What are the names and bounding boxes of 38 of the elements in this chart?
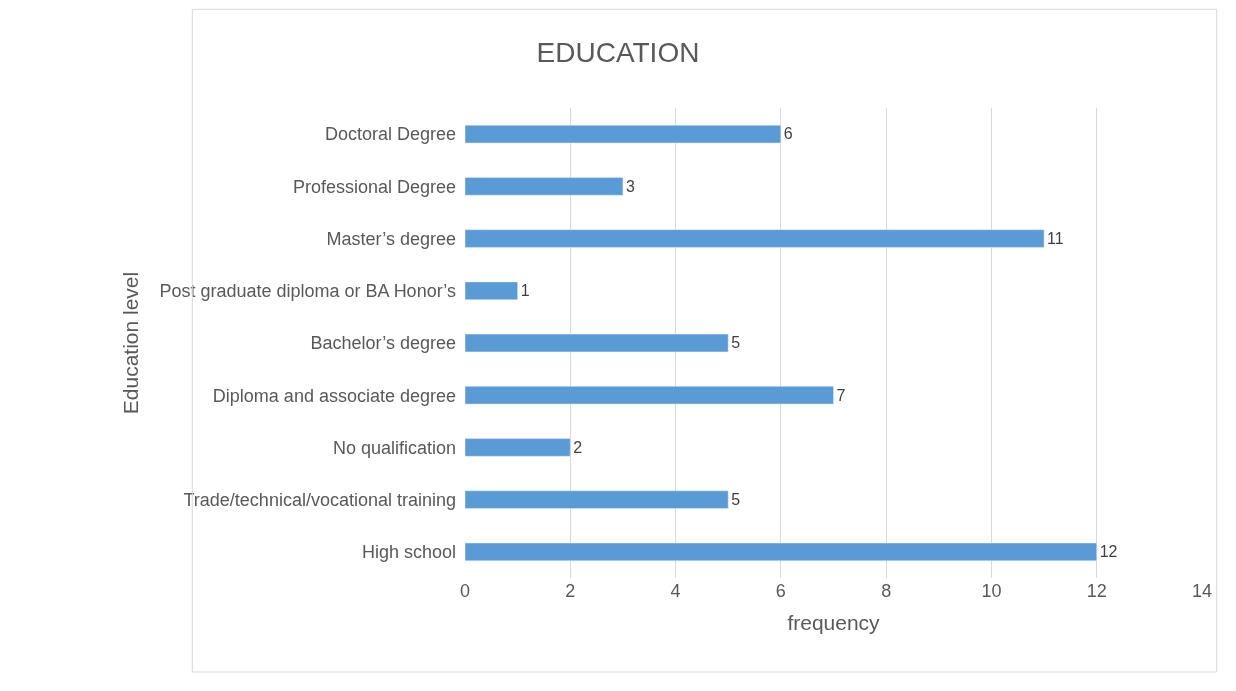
x-tick-label: 0 bbox=[459, 581, 471, 601]
data-label: 5 bbox=[731, 490, 741, 508]
y-tick-label: Master’s degree bbox=[326, 228, 456, 249]
bar bbox=[465, 490, 729, 509]
y-tick-label: No qualification bbox=[332, 437, 456, 458]
y-tick-label: Trade/technical/vocational training bbox=[183, 489, 456, 510]
bar bbox=[465, 229, 1045, 248]
bar bbox=[465, 177, 624, 196]
y-tick-label: Doctoral Degree bbox=[324, 124, 456, 145]
x-axis-title: frequency bbox=[787, 611, 881, 635]
x-tick-label: 12 bbox=[1086, 581, 1107, 601]
y-tick-label: High school bbox=[361, 542, 456, 563]
x-tick-label: 10 bbox=[981, 581, 1002, 601]
y-tick-label: Diploma and associate degree bbox=[212, 385, 456, 406]
bar bbox=[465, 542, 1097, 562]
data-label: 1 bbox=[520, 282, 530, 300]
y-tick-label: Professional Degree bbox=[292, 176, 456, 197]
y-tick-label: Post graduate diploma or BA Honor’s bbox=[159, 281, 456, 302]
chart-title: EDUCATION bbox=[536, 36, 700, 68]
x-tick-label: 6 bbox=[775, 581, 786, 601]
data-label: 3 bbox=[625, 177, 635, 195]
y-tick-label: Bachelor’s degree bbox=[310, 333, 456, 354]
bar bbox=[465, 124, 782, 144]
data-label: 7 bbox=[836, 386, 846, 404]
x-tick-label: 2 bbox=[565, 581, 576, 601]
bar bbox=[465, 333, 729, 353]
data-label: 11 bbox=[1047, 229, 1064, 247]
data-label: 5 bbox=[731, 334, 741, 352]
bar bbox=[465, 281, 518, 300]
data-label: 2 bbox=[573, 438, 583, 456]
bar bbox=[465, 386, 834, 405]
x-tick-label: 14 bbox=[1191, 581, 1213, 601]
bar bbox=[465, 438, 571, 457]
x-tick-label: 4 bbox=[670, 581, 681, 601]
data-label: 6 bbox=[783, 125, 793, 143]
y-axis-title: Education level bbox=[118, 271, 142, 415]
x-tick-label: 8 bbox=[881, 581, 892, 601]
data-label: 12 bbox=[1099, 543, 1118, 561]
